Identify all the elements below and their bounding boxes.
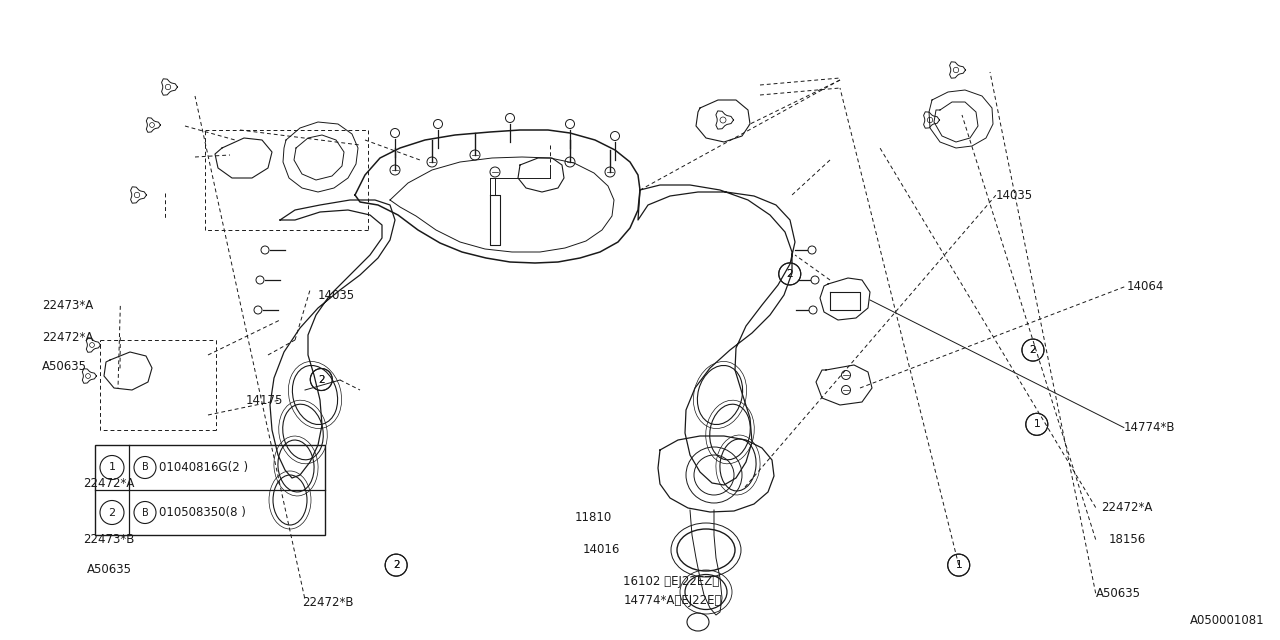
Text: 1: 1 (1033, 419, 1041, 429)
Text: 14035: 14035 (996, 189, 1033, 202)
Text: 2: 2 (393, 560, 399, 570)
Text: 22472*B: 22472*B (302, 596, 353, 609)
Text: B: B (142, 508, 148, 518)
Text: 11810: 11810 (575, 511, 612, 524)
Text: 1: 1 (955, 560, 963, 570)
Text: A50635: A50635 (1096, 587, 1140, 600)
Text: 010508350(8 ): 010508350(8 ) (159, 506, 246, 519)
Text: 18156: 18156 (1108, 533, 1146, 546)
Text: B: B (142, 463, 148, 472)
Text: 14175: 14175 (246, 394, 283, 406)
Text: 22473*A: 22473*A (42, 300, 93, 312)
Text: 01040816G(2 ): 01040816G(2 ) (159, 461, 248, 474)
Text: 2: 2 (317, 374, 325, 385)
Text: 1: 1 (109, 463, 115, 472)
Text: 14774*A〈EJ22E〉: 14774*A〈EJ22E〉 (623, 594, 722, 607)
Text: A50635: A50635 (87, 563, 132, 576)
Text: 14035: 14035 (317, 289, 355, 302)
Text: 2: 2 (786, 269, 794, 279)
Bar (95, 445, 325, 535)
Text: 14774*B: 14774*B (1124, 421, 1175, 434)
Text: 22472*A: 22472*A (83, 477, 134, 490)
Text: 2: 2 (786, 269, 794, 279)
Text: 16102 〈EJ22EZ〉: 16102 〈EJ22EZ〉 (623, 575, 719, 588)
Text: 2: 2 (393, 560, 399, 570)
Text: 22472*A: 22472*A (42, 331, 93, 344)
Text: 2: 2 (109, 508, 115, 518)
Text: 1: 1 (1033, 419, 1041, 429)
Text: 14016: 14016 (582, 543, 620, 556)
Text: 22472*A: 22472*A (1101, 501, 1152, 514)
Text: 2: 2 (1029, 345, 1037, 355)
Text: A050001081: A050001081 (1190, 614, 1265, 627)
Text: 14064: 14064 (1126, 280, 1164, 292)
Text: 22473*B: 22473*B (83, 533, 134, 546)
Text: 1: 1 (955, 560, 963, 570)
Text: 2: 2 (1029, 345, 1037, 355)
Text: A50635: A50635 (42, 360, 87, 373)
Text: 2: 2 (317, 374, 325, 385)
